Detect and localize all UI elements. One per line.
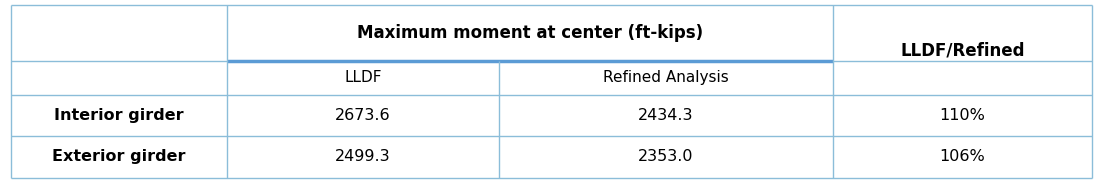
Text: Maximum moment at center (ft-kips): Maximum moment at center (ft-kips) [356, 24, 703, 42]
Text: Exterior girder: Exterior girder [52, 149, 186, 164]
Text: 110%: 110% [940, 108, 985, 123]
Text: 2499.3: 2499.3 [335, 149, 390, 164]
Text: Refined Analysis: Refined Analysis [603, 70, 729, 85]
Text: 2673.6: 2673.6 [335, 108, 390, 123]
Text: LLDF: LLDF [344, 70, 382, 85]
Text: LLDF/Refined: LLDF/Refined [900, 41, 1025, 59]
Text: 2353.0: 2353.0 [638, 149, 694, 164]
Text: 106%: 106% [940, 149, 985, 164]
Text: 2434.3: 2434.3 [638, 108, 694, 123]
Text: Interior girder: Interior girder [54, 108, 184, 123]
